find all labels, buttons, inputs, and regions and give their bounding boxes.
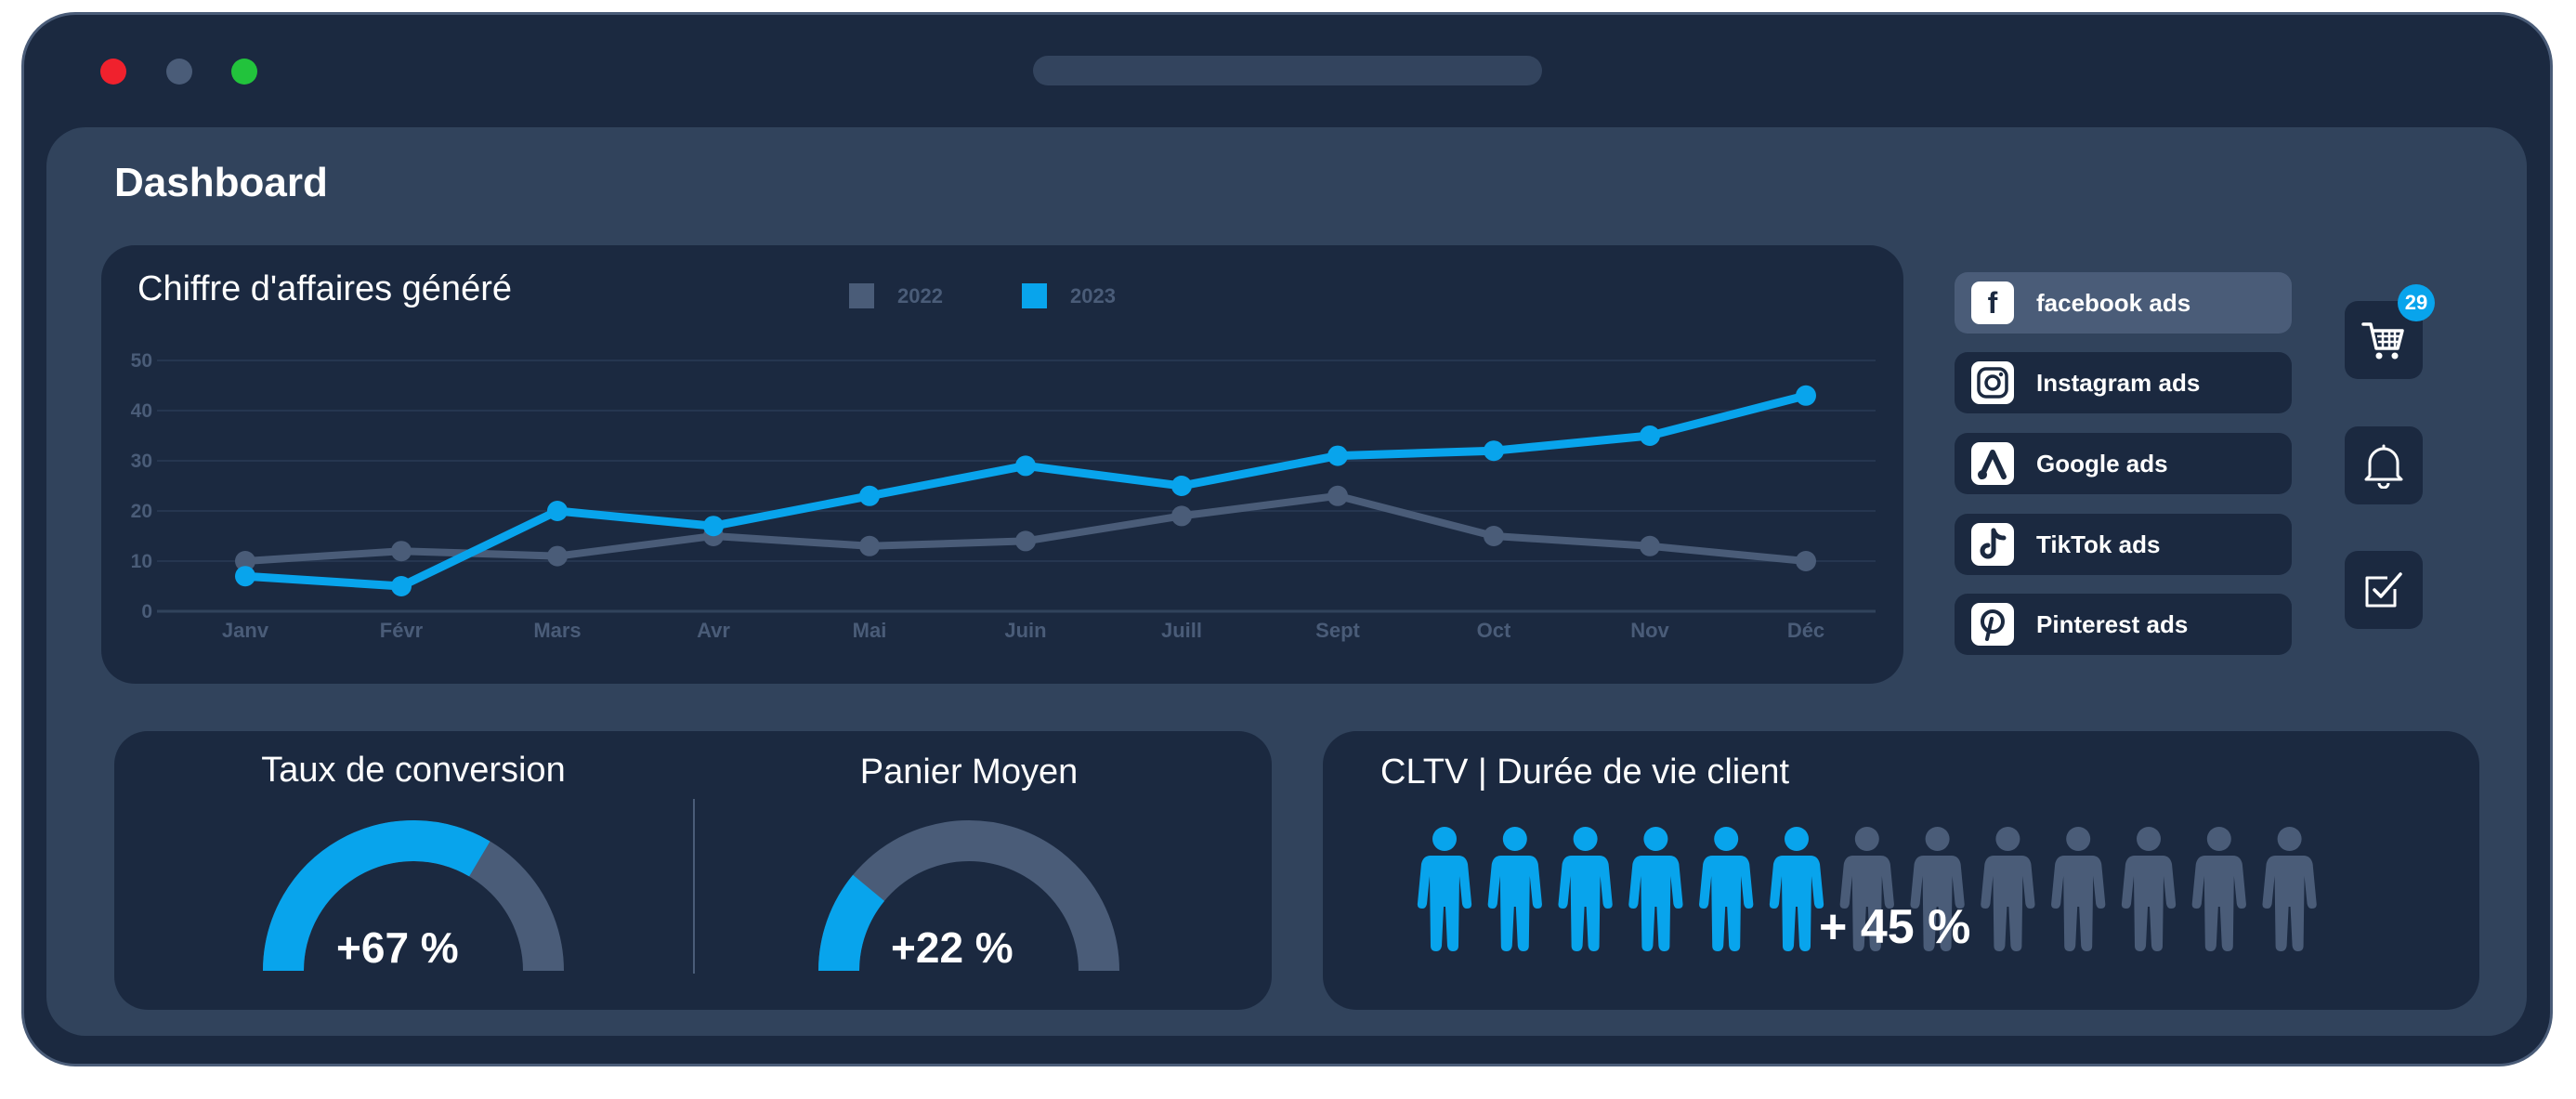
ads-item-tiktok[interactable]: TikTok ads xyxy=(1955,514,2292,575)
person-icon xyxy=(1487,827,1542,951)
legend-item-2023: 2023 xyxy=(1022,283,1116,308)
data-point-2023 xyxy=(1640,425,1660,446)
ads-item-google[interactable]: Google ads xyxy=(1955,433,2292,494)
checkbox-icon xyxy=(2365,572,2402,608)
person-icon xyxy=(1417,827,1472,951)
data-point-2022 xyxy=(1796,551,1816,571)
tiktok-icon xyxy=(1971,523,2014,566)
person-icon xyxy=(1699,827,1754,951)
person-icon xyxy=(1981,827,2035,951)
y-tick-label: 0 xyxy=(141,601,152,622)
gauge-divider xyxy=(693,799,695,974)
x-tick-label: Juill xyxy=(1161,619,1202,642)
window-minimize-button[interactable] xyxy=(166,59,192,85)
data-point-2022 xyxy=(1015,530,1036,552)
y-tick-label: 20 xyxy=(131,501,152,522)
data-point-2023 xyxy=(1015,455,1036,477)
ads-label-tiktok: TikTok ads xyxy=(2036,530,2161,558)
x-tick-label: Janv xyxy=(222,619,269,642)
data-point-2022 xyxy=(235,551,255,571)
conversion-rate-value: +67 % xyxy=(336,923,459,972)
data-point-2022 xyxy=(547,545,568,567)
instagram-icon xyxy=(1971,361,2014,404)
ads-item-instagram[interactable]: Instagram ads xyxy=(1955,352,2292,413)
chart-title: Chiffre d'affaires généré xyxy=(137,269,512,308)
google-ads-icon xyxy=(1971,442,2014,485)
y-tick-label: 50 xyxy=(131,350,152,372)
window-maximize-button[interactable] xyxy=(231,59,257,85)
person-icon xyxy=(1910,827,1965,951)
ads-label-facebook: facebook ads xyxy=(2036,288,2191,317)
person-icon xyxy=(2051,827,2106,951)
data-point-2023 xyxy=(547,501,568,521)
ads-item-facebook[interactable]: f facebook ads xyxy=(1955,272,2292,334)
person-icon xyxy=(1769,827,1824,951)
legend-item-2022: 2022 xyxy=(849,283,943,308)
data-point-2023 xyxy=(235,566,255,587)
data-point-2022 xyxy=(1327,485,1348,506)
data-point-2022 xyxy=(1640,535,1660,556)
x-tick-label: Mai xyxy=(853,619,887,642)
x-tick-label: Févr xyxy=(380,619,424,642)
legend-swatch-2023 xyxy=(1022,283,1047,308)
x-tick-label: Déc xyxy=(1787,619,1824,642)
ads-label-pinterest: Pinterest ads xyxy=(2036,609,2189,638)
person-icon xyxy=(2191,827,2246,951)
data-point-2022 xyxy=(859,535,880,556)
data-point-2023 xyxy=(1327,445,1348,466)
person-icon xyxy=(1558,827,1613,951)
facebook-icon: f xyxy=(1971,281,2014,324)
ads-label-google: Google ads xyxy=(2036,449,2168,478)
cltv-people-icons xyxy=(1417,827,2317,951)
data-point-2023 xyxy=(1171,476,1192,496)
window-close-button[interactable] xyxy=(100,59,126,85)
average-basket-title: Panier Moyen xyxy=(859,752,1079,792)
person-icon xyxy=(1839,827,1894,951)
data-point-2023 xyxy=(1484,440,1504,462)
legend-label-2023: 2023 xyxy=(1070,283,1116,307)
person-icon xyxy=(1628,827,1683,951)
x-tick-label: Sept xyxy=(1315,619,1360,642)
data-point-2023 xyxy=(703,516,724,537)
legend-swatch-2022 xyxy=(849,283,874,308)
tasks-button[interactable] xyxy=(2345,551,2423,629)
conversion-rate-gauge xyxy=(263,820,564,972)
series-line-2023 xyxy=(241,391,1811,591)
data-point-2022 xyxy=(1484,526,1504,546)
data-point-2023 xyxy=(1796,385,1816,406)
data-point-2022 xyxy=(1171,505,1192,527)
y-tick-label: 30 xyxy=(131,451,152,472)
y-tick-label: 40 xyxy=(131,400,152,422)
x-tick-label: Nov xyxy=(1630,619,1669,642)
x-tick-label: Avr xyxy=(697,619,730,642)
average-basket-value: +22 % xyxy=(891,923,1013,972)
y-tick-label: 10 xyxy=(131,551,152,572)
pinterest-icon xyxy=(1971,603,2014,646)
page-title: Dashboard xyxy=(114,160,328,205)
ads-item-pinterest[interactable]: Pinterest ads xyxy=(1955,594,2292,655)
address-bar[interactable] xyxy=(1033,56,1542,85)
cart-count-badge: 29 xyxy=(2398,284,2435,321)
person-icon xyxy=(2121,827,2177,951)
x-tick-label: Mars xyxy=(533,619,581,642)
average-basket-gauge xyxy=(818,820,1119,972)
data-point-2023 xyxy=(391,576,412,596)
cart-icon xyxy=(2361,322,2404,360)
cltv-value: + 45 % xyxy=(1819,900,1971,954)
revenue-line-chart: 0 10 20 30 40 50 Janv Févr Mars Avr Mai Juin Juill Se… xyxy=(131,350,1876,642)
ads-label-instagram: Instagram ads xyxy=(2036,368,2201,397)
person-icon xyxy=(2262,827,2317,951)
x-tick-label: Oct xyxy=(1477,619,1511,642)
legend-label-2022: 2022 xyxy=(897,283,943,307)
bell-icon xyxy=(2364,444,2403,489)
data-point-2023 xyxy=(859,485,880,506)
notifications-button[interactable] xyxy=(2345,426,2423,504)
conversion-rate-title: Taux de conversion xyxy=(261,751,566,790)
data-point-2022 xyxy=(391,541,412,562)
x-tick-label: Juin xyxy=(1004,619,1046,642)
cltv-title: CLTV | Durée de vie client xyxy=(1380,752,1790,792)
